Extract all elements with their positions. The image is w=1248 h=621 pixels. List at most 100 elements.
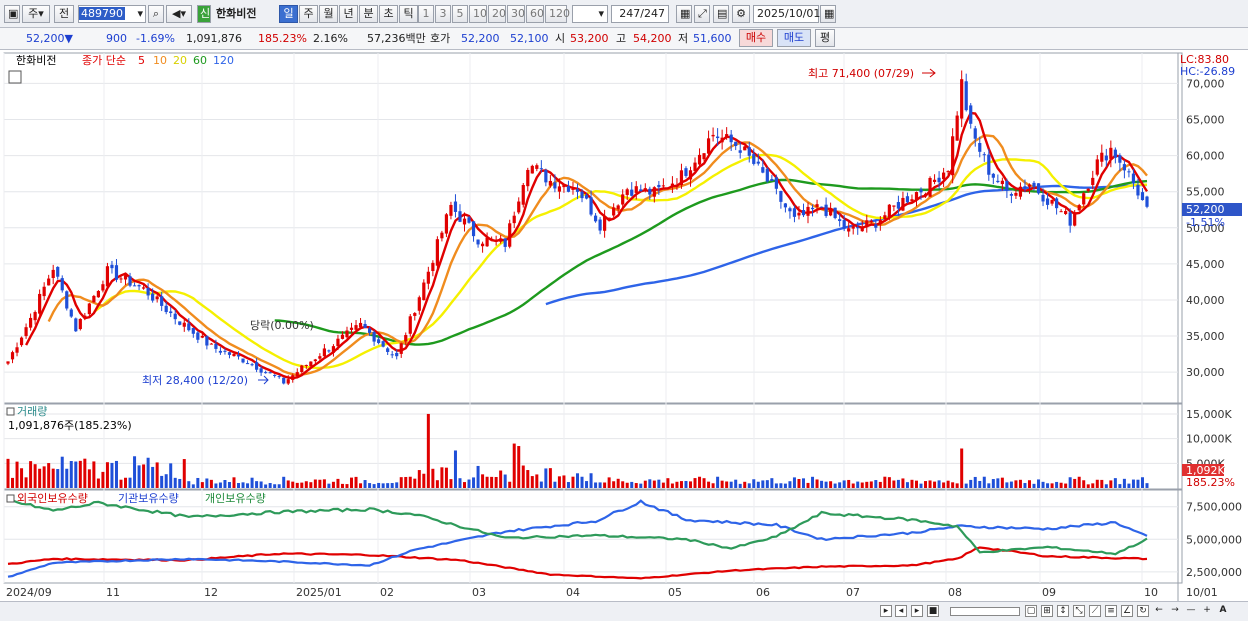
timeframe-button[interactable]: 일 (279, 5, 298, 23)
interval-button[interactable]: 60 (526, 5, 544, 23)
scroll-track[interactable] (950, 607, 1020, 616)
candle-body (431, 262, 435, 272)
candle-body (892, 205, 896, 207)
prev-button[interactable]: 전 (54, 5, 74, 23)
scroll-left-icon[interactable]: ← (1155, 605, 1163, 615)
calendar-icon[interactable]: ▦ (820, 5, 836, 23)
interval-button[interactable]: 1 (418, 5, 434, 23)
volume-bar (937, 480, 941, 488)
interval-button[interactable]: 30 (507, 5, 525, 23)
candle-body (743, 146, 747, 151)
save-icon[interactable]: ▤ (713, 5, 729, 23)
volume-bar (530, 476, 534, 488)
crosshair-icon[interactable]: ⊞ (1041, 605, 1053, 617)
legend-individual: 개인보유수량 (205, 492, 266, 505)
gear-icon[interactable]: ⚙ (732, 5, 750, 23)
line-icon[interactable]: ⟋ (1089, 605, 1101, 617)
zoom-icon[interactable]: ⤢ (694, 5, 710, 23)
grid-icon[interactable]: ▦ (676, 5, 692, 23)
timeframe-button[interactable]: 주 (299, 5, 318, 23)
candle-body (517, 201, 521, 213)
play-icon[interactable]: ▸ (911, 605, 923, 617)
candle-body (851, 226, 855, 229)
angle-icon[interactable]: ∠ (1121, 605, 1133, 617)
timeframe-button[interactable]: 틱 (399, 5, 418, 23)
x-tick-label: 06 (756, 586, 770, 599)
volume-bar (978, 480, 982, 488)
volume-tag-value: 1,092K (1186, 464, 1225, 477)
volume-bar (413, 478, 417, 488)
interval-input[interactable]: ▾ (572, 5, 608, 23)
candle-body (675, 184, 679, 187)
candle-body (209, 343, 213, 345)
candle-body (575, 189, 580, 192)
volume-bar (282, 476, 286, 488)
change-value: 900 (106, 32, 127, 45)
buy-button[interactable]: 매수 (739, 29, 773, 47)
holding-panel-toggle[interactable] (6, 494, 15, 503)
candle-body (612, 207, 616, 216)
candle-body (634, 186, 638, 193)
draw-icon[interactable]: ⤡ (1073, 605, 1085, 617)
period-select[interactable]: 주▾ (22, 5, 50, 23)
fib-icon[interactable]: ≡ (1105, 605, 1117, 617)
timeframe-button[interactable]: 월 (319, 5, 338, 23)
zoom-out-icon[interactable]: — (1186, 605, 1196, 615)
timeframe-button[interactable]: 년 (339, 5, 358, 23)
interval-button[interactable]: 10 (469, 5, 487, 23)
volume-bar (363, 480, 367, 488)
interval-button[interactable]: 3 (435, 5, 451, 23)
volume-bar (69, 461, 73, 488)
layout-icon[interactable]: ▣ (4, 5, 20, 23)
sell-button[interactable]: 매도 (777, 29, 811, 47)
search-icon[interactable]: ⌕ (148, 5, 164, 23)
refresh-icon[interactable]: ↻ (1137, 605, 1149, 617)
volume-bar (404, 476, 408, 488)
table-icon[interactable] (8, 70, 22, 84)
volume-panel-toggle[interactable] (6, 407, 15, 416)
candle-body (643, 188, 647, 192)
candle-body (119, 278, 123, 280)
candle-body (458, 211, 462, 222)
scroll-start-icon[interactable]: ◂ (895, 605, 907, 617)
candle-body (78, 318, 82, 330)
speaker-icon[interactable]: ◀▾ (166, 5, 192, 23)
zoom-in-icon[interactable]: + (1203, 605, 1211, 615)
volume-bar (169, 463, 173, 488)
volume-bar (838, 482, 842, 488)
timeframe-button[interactable]: 분 (359, 5, 378, 23)
measure-icon[interactable]: ↕ (1057, 605, 1069, 617)
candle-body (264, 372, 268, 374)
x-tick-label: 2024/09 (6, 586, 52, 599)
stock-code-input[interactable]: 489790 ▾ (78, 5, 146, 23)
candle-body (593, 215, 598, 222)
stop-icon[interactable]: ■ (927, 605, 939, 617)
avg-button[interactable]: 평 (815, 29, 835, 47)
price-tick-label: 30,000 (1186, 366, 1225, 379)
scroll-end-icon[interactable]: → (1171, 605, 1179, 615)
candle-body (797, 212, 801, 216)
candle-body (223, 350, 227, 352)
scroll-right-icon[interactable]: ▸ (880, 605, 892, 617)
timeframe-button[interactable]: 초 (379, 5, 398, 23)
price-tick-label: 45,000 (1186, 258, 1225, 271)
candle-body (268, 372, 272, 374)
candle-body (499, 238, 503, 242)
chart-area[interactable]: 30,000 35,000 40,000 45,000 50,000 55,000 60,0… (0, 51, 1248, 603)
volume-bar (607, 477, 611, 488)
candle-body (56, 266, 60, 277)
candle-body (688, 170, 693, 180)
count-display[interactable]: 247/247 (611, 5, 669, 23)
chevron-down-icon[interactable]: ▾ (137, 7, 143, 20)
volume-bar (630, 481, 634, 488)
date-input[interactable]: 2025/10/01 (753, 5, 820, 23)
font-size-icon[interactable]: A (1219, 605, 1227, 615)
interval-button[interactable]: 5 (452, 5, 468, 23)
volume-bar (887, 477, 891, 488)
interval-button[interactable]: 120 (545, 5, 570, 23)
panel-frame (3, 52, 1183, 405)
legend-stock-name: 한화비전 (16, 54, 56, 67)
volume-bar (566, 482, 570, 488)
interval-button[interactable]: 20 (488, 5, 506, 23)
tool-icon[interactable]: ▢ (1025, 605, 1037, 617)
